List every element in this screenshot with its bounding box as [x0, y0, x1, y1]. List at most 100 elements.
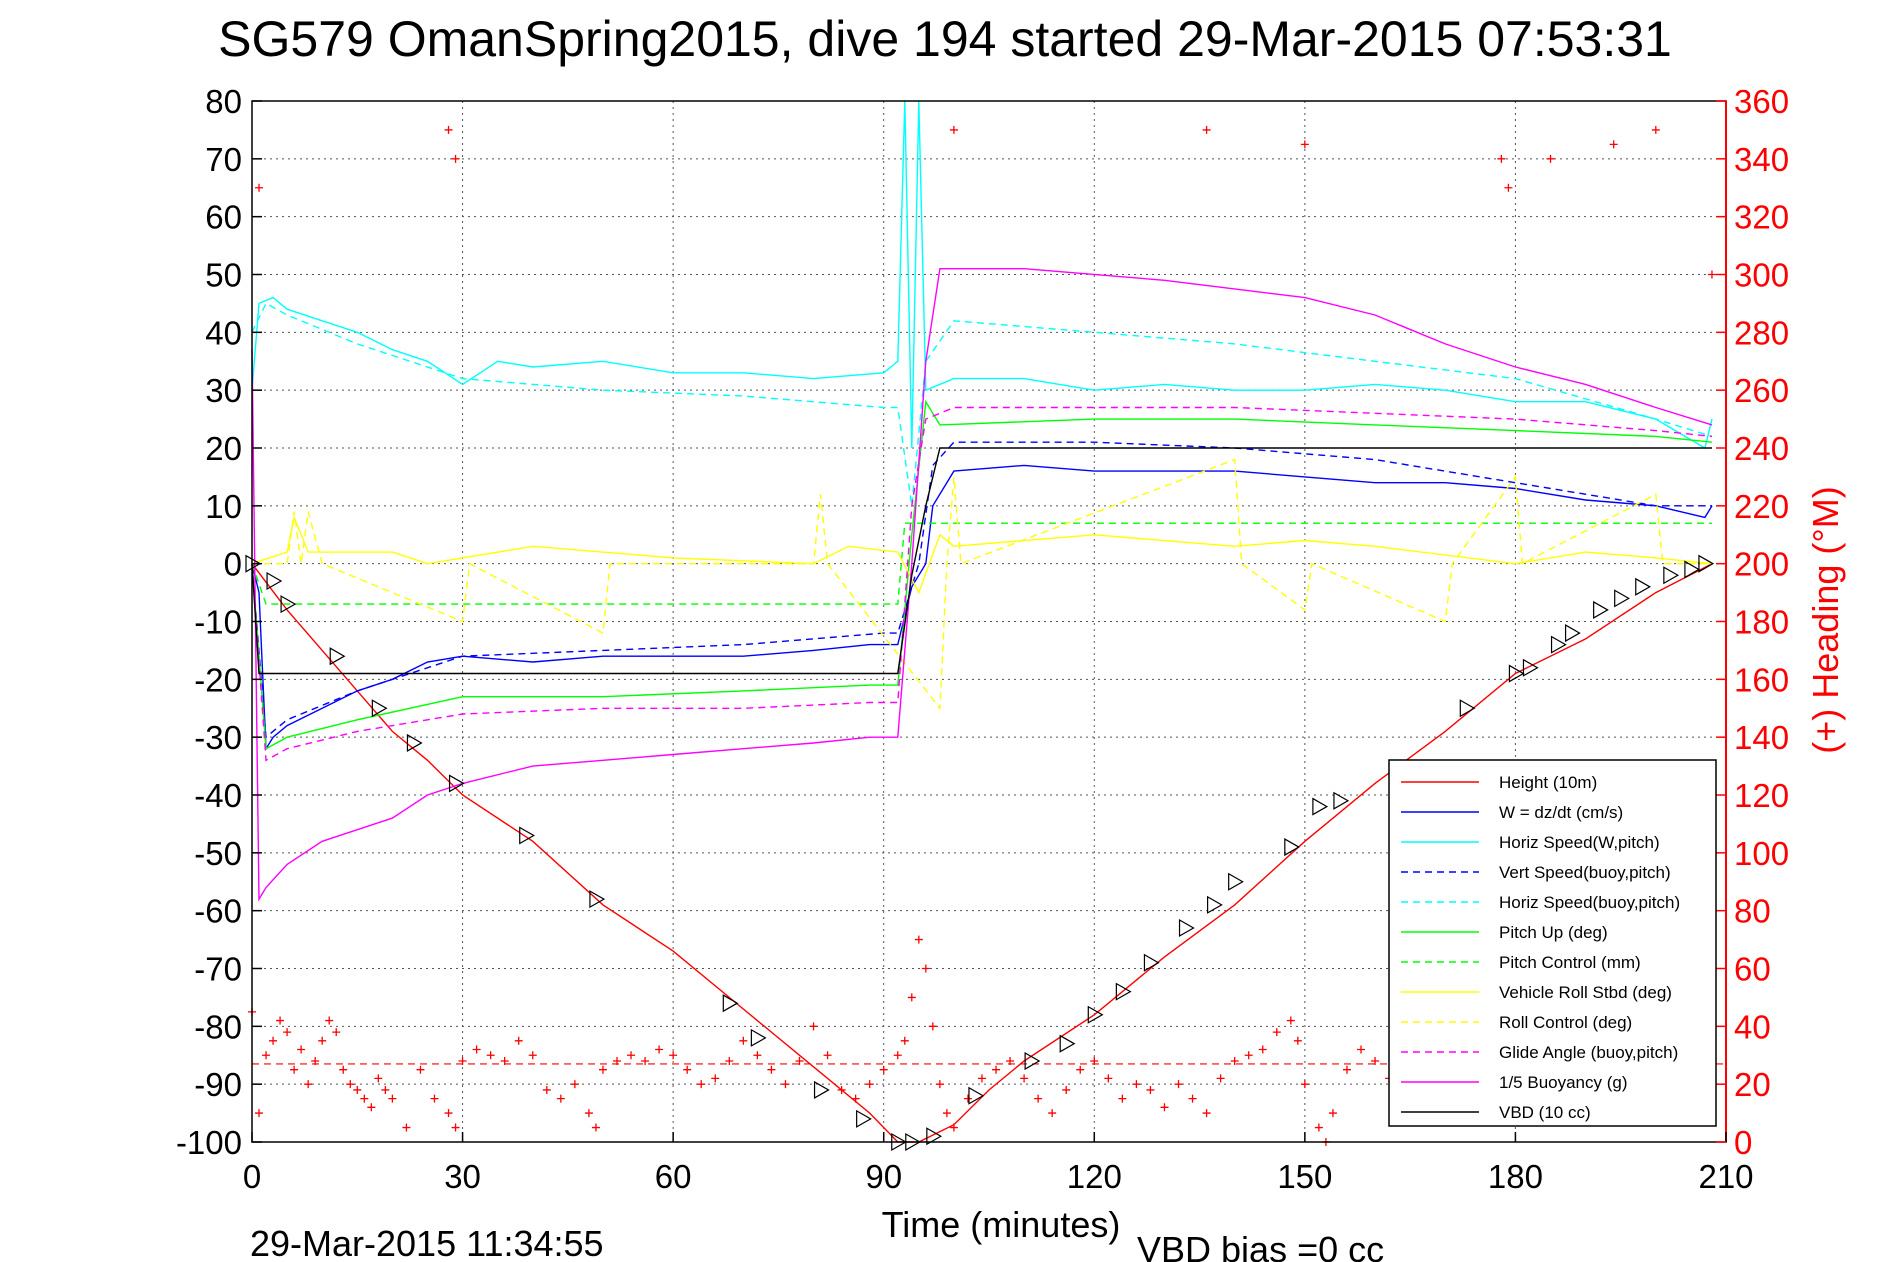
y-tick-label: 60: [205, 199, 242, 236]
heading-point: [570, 1080, 579, 1089]
x-tick-label: 0: [243, 1158, 261, 1195]
height-marker: [813, 1080, 830, 1099]
height-marker: [1550, 635, 1567, 654]
right-axis-ticks: 3603403203002802602402202001801601401201…: [1716, 83, 1789, 1161]
heading-point: [486, 1051, 495, 1060]
heading-point: [514, 1036, 523, 1045]
height-marker: [1312, 797, 1329, 816]
heading-point: [851, 1094, 860, 1103]
heading-point: [900, 1036, 909, 1045]
heading-point: [1160, 1103, 1169, 1112]
height-marker: [926, 1127, 943, 1146]
right-tick-label: 100: [1734, 835, 1789, 872]
height-marker: [1698, 554, 1715, 573]
heading-point: [1202, 125, 1211, 134]
heading-point: [928, 1022, 937, 1031]
heading-point: [1300, 140, 1309, 149]
heading-point: [528, 1051, 537, 1060]
heading-point: [584, 1109, 593, 1118]
series-line: [252, 458, 1712, 711]
heading-point: [353, 1085, 362, 1094]
heading-point: [542, 1085, 551, 1094]
heading-point: [865, 1080, 874, 1089]
right-tick-label: 340: [1734, 141, 1789, 178]
height-marker: [750, 1028, 767, 1047]
heading-point: [1132, 1080, 1141, 1089]
heading-point: [255, 1109, 264, 1118]
heading-point: [1328, 1109, 1337, 1118]
series-line: [251, 441, 1712, 739]
right-tick-label: 180: [1734, 604, 1789, 641]
y-tick-label: -20: [194, 661, 242, 698]
series-line: [251, 268, 1713, 902]
heading-point: [1497, 154, 1506, 163]
heading-point: [276, 1016, 285, 1025]
heading-point: [893, 1051, 902, 1060]
heading-point: [963, 1094, 972, 1103]
heading-point: [1300, 1080, 1309, 1089]
heading-point: [1357, 1045, 1366, 1054]
heading-point: [612, 1057, 621, 1066]
height-marker: [1508, 664, 1525, 683]
right-tick-label: 40: [1734, 1008, 1771, 1045]
heading-point: [1174, 1080, 1183, 1089]
series-line: [251, 406, 1713, 762]
series-line: [251, 447, 1712, 675]
heading-point: [1104, 1074, 1113, 1083]
heading-point: [977, 1074, 986, 1083]
heading-point: [1006, 1057, 1015, 1066]
heading-point: [823, 1051, 832, 1060]
heading-point: [1286, 1016, 1295, 1025]
heading-point: [430, 1094, 439, 1103]
heading-point: [1230, 1057, 1239, 1066]
legend-entry: 1/5 Buoyancy (g): [1499, 1073, 1628, 1092]
x-tick-label: 30: [444, 1158, 481, 1195]
x-axis-label: Time (minutes): [882, 1204, 1121, 1245]
heading-point: [1609, 140, 1618, 149]
legend-box: [1388, 759, 1717, 1127]
heading-point: [1342, 1065, 1351, 1074]
heading-point: [1504, 183, 1513, 192]
y-tick-label: -50: [194, 835, 242, 872]
heading-point: [472, 1045, 481, 1054]
heading-point: [1651, 125, 1660, 134]
y-tick-label: 50: [205, 257, 242, 294]
heading-point: [269, 1036, 278, 1045]
x-tick-label: 120: [1067, 1158, 1122, 1195]
heading-point: [297, 1045, 306, 1054]
heading-point: [1034, 1094, 1043, 1103]
heading-point: [1293, 1036, 1302, 1045]
series-line: [251, 302, 1713, 506]
heading-point: [500, 1057, 509, 1066]
heading-point: [367, 1103, 376, 1112]
x-axis-ticks: 0 30 60 90 120 150 180 210: [243, 1132, 1754, 1195]
heading-point: [388, 1094, 397, 1103]
legend-entry: Vert Speed(buoy,pitch): [1499, 863, 1671, 882]
y-tick-label: 70: [205, 141, 242, 178]
height-marker: [1284, 838, 1301, 857]
vbd-bias-label: VBD bias =0 cc: [1137, 1229, 1384, 1262]
legend-entry: Horiz Speed(buoy,pitch): [1499, 893, 1680, 912]
right-tick-label: 280: [1734, 314, 1789, 351]
height-marker: [1207, 895, 1223, 914]
heading-point: [346, 1080, 355, 1089]
heading-point: [935, 1080, 944, 1089]
legend-entry: Pitch Control (mm): [1499, 953, 1641, 972]
height-marker: [266, 571, 283, 591]
y-tick-label: -100: [176, 1124, 242, 1161]
y-tick-label: 20: [205, 430, 242, 467]
heading-point: [290, 1065, 299, 1074]
height-marker: [519, 826, 535, 845]
height-marker: [1564, 624, 1581, 643]
height-marker: [1635, 577, 1651, 596]
heading-point: [711, 1074, 720, 1083]
heading-point: [949, 125, 958, 134]
height-markers: [245, 554, 1715, 1152]
legend: Height (10m) W = dz/dt (cm/s) Horiz Speed(…: [1388, 759, 1717, 1127]
series-line: [251, 100, 1713, 450]
right-tick-label: 80: [1734, 893, 1771, 930]
legend-entry: W = dz/dt (cm/s): [1499, 803, 1623, 822]
y-tick-label: -70: [194, 951, 242, 988]
legend-entry: Pitch Up (deg): [1499, 923, 1608, 942]
x-tick-label: 150: [1277, 1158, 1332, 1195]
